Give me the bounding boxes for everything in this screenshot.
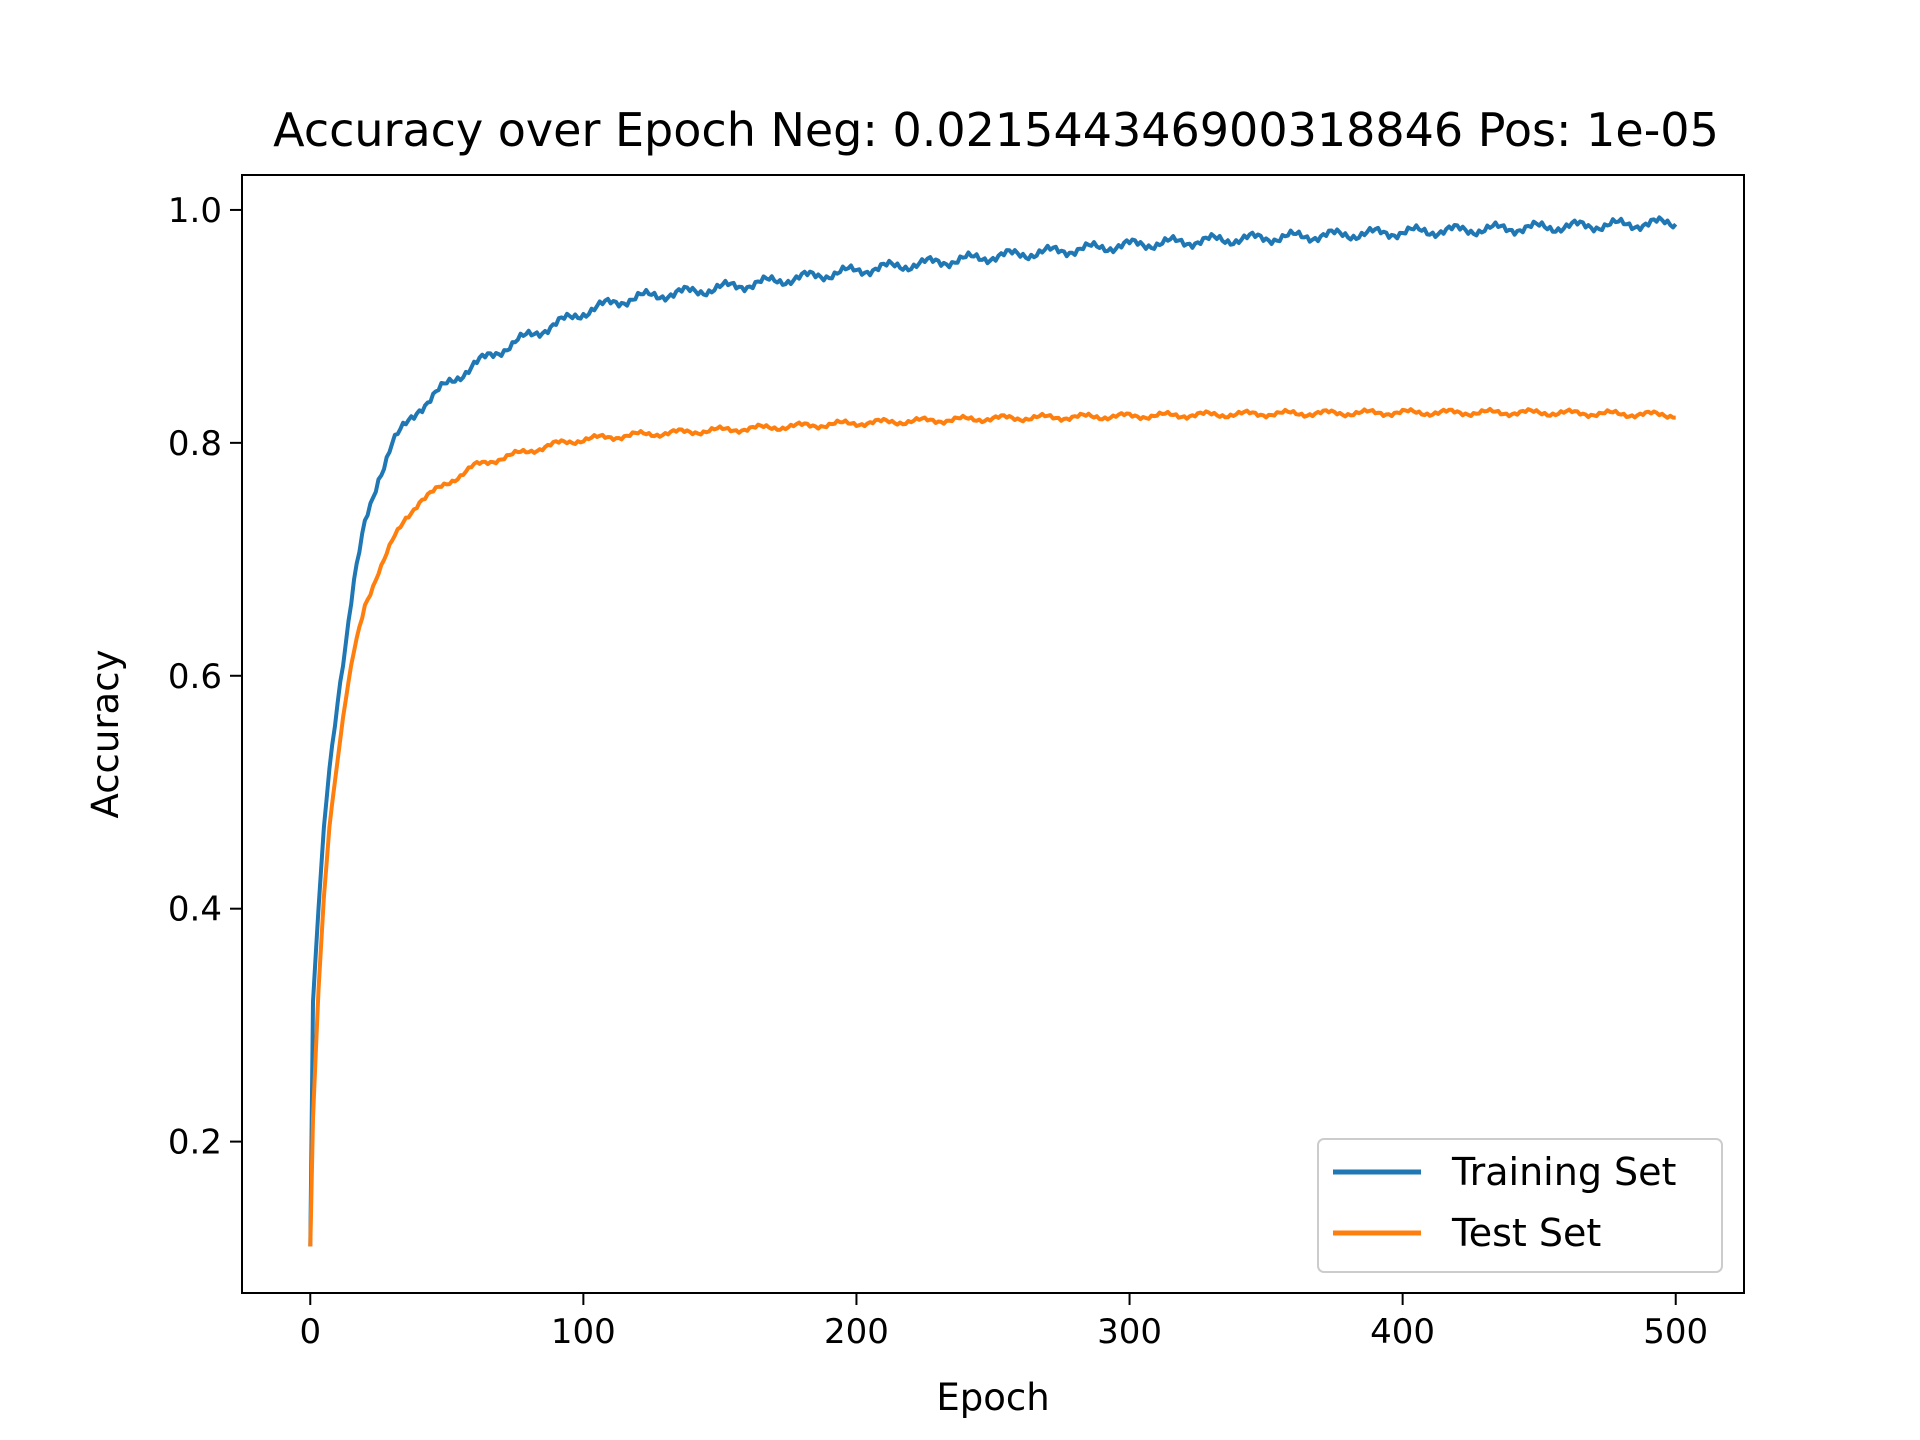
series-line-test (308, 406, 1676, 1247)
series-layer (308, 215, 1678, 1247)
legend: Training Set Test Set (1317, 1138, 1723, 1273)
legend-label-training: Training Set (1451, 1150, 1676, 1194)
y-axis-label: Accuracy (84, 650, 127, 819)
x-tick-label: 400 (1370, 1312, 1435, 1352)
legend-label-test: Test Set (1451, 1211, 1601, 1255)
chart-title: Accuracy over Epoch Neg: 0.0215443469003… (273, 103, 1719, 157)
y-tick-label: 0.2 (168, 1123, 222, 1163)
x-tick-label: 0 (299, 1312, 321, 1352)
x-tick-label: 500 (1643, 1312, 1708, 1352)
x-axis-label: Epoch (936, 1376, 1049, 1419)
y-tick-label: 0.8 (168, 424, 222, 464)
x-tick-label: 300 (1097, 1312, 1162, 1352)
y-tick-label: 0.4 (168, 890, 222, 930)
x-tick-label: 200 (824, 1312, 889, 1352)
x-tick-label: 100 (551, 1312, 616, 1352)
plot-frame (241, 174, 1745, 1294)
y-axis-ticks: 0.2 0.4 0.6 0.8 1.0 (168, 191, 242, 1163)
series-line-training (308, 215, 1678, 1247)
x-axis-ticks: 0 100 200 300 400 500 (299, 1293, 1708, 1352)
y-tick-label: 1.0 (168, 191, 222, 231)
y-tick-label: 0.6 (168, 657, 222, 697)
